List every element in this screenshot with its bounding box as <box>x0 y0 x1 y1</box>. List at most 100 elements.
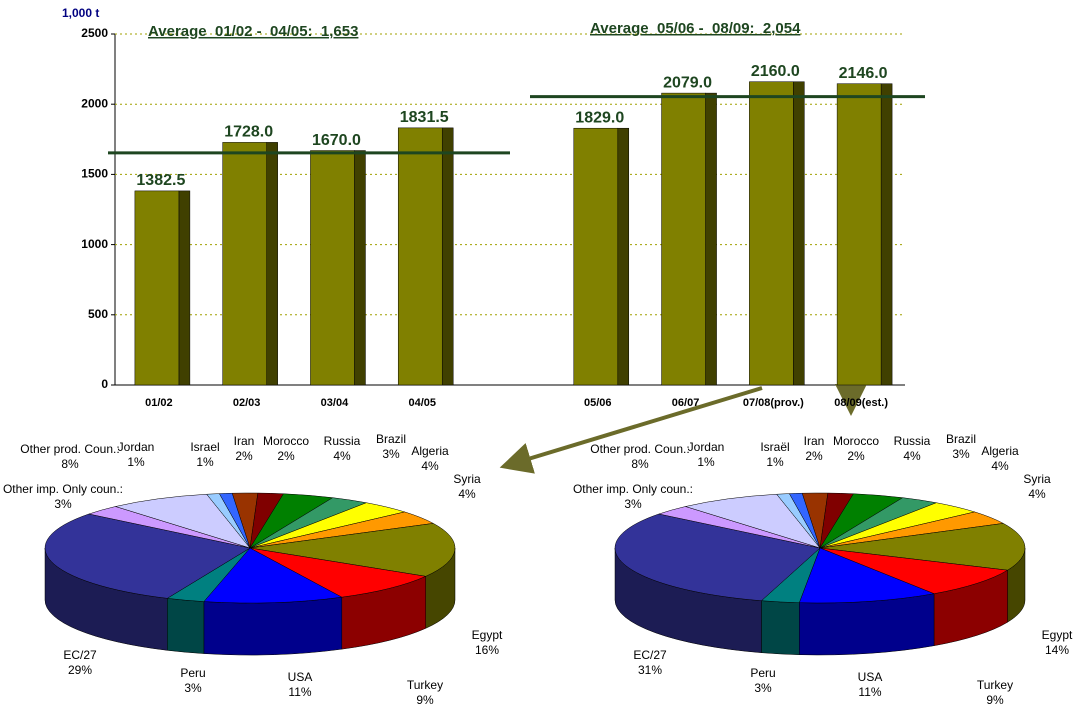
slice-value-label: 9% <box>416 693 434 704</box>
slice-value-label: 2% <box>805 449 823 463</box>
slice-label: Algeria <box>411 444 449 458</box>
slice-value-label: 9% <box>986 693 1004 704</box>
pie-slice <box>798 547 935 604</box>
slice-value-label: 1% <box>196 455 214 469</box>
pie-slice <box>249 547 427 598</box>
slice-label: Egypt <box>1042 628 1073 642</box>
slice-value-label: 3% <box>54 497 72 511</box>
pie-slice <box>114 493 251 549</box>
slice-label: Other prod. Coun.: <box>590 442 689 456</box>
slice-label: Turkey <box>407 678 443 692</box>
pie-slice <box>44 513 251 599</box>
slice-label: Brazil <box>376 432 406 446</box>
slice-value-label: 29% <box>68 663 92 677</box>
bar-side <box>617 127 630 386</box>
bar-side <box>178 190 191 386</box>
x-tick-label: 02/03 <box>233 397 261 409</box>
bar <box>836 83 882 386</box>
bar <box>134 190 180 386</box>
bar-side <box>354 150 366 386</box>
slice-value-label: 3% <box>952 447 970 461</box>
x-tick-label: 05/06 <box>584 397 612 409</box>
x-tick-label: 04/05 <box>408 397 436 409</box>
slice-value-label: 1% <box>766 455 784 469</box>
slice-label: Morocco <box>263 434 309 448</box>
x-tick-label: 07/08(prov.) <box>743 397 804 409</box>
slice-label: USA <box>288 670 313 684</box>
slice-label: Jordan <box>118 440 155 454</box>
y-tick-label: 1500 <box>81 167 108 181</box>
slice-label: Israel <box>190 440 219 454</box>
data-label: 1382.5 <box>136 172 185 189</box>
data-label: 2146.0 <box>839 65 888 82</box>
bar <box>397 127 443 386</box>
y-tick-label: 1000 <box>81 237 108 251</box>
y-axis-unit: 1,000 t <box>62 6 99 20</box>
slice-label: Other prod. Coun.: <box>20 442 119 456</box>
slice-value-label: 4% <box>458 487 476 501</box>
y-tick-label: 2000 <box>81 96 108 110</box>
y-tick-label: 2500 <box>81 26 108 40</box>
slice-label: USA <box>858 670 883 684</box>
slice-value-label: 16% <box>475 643 499 657</box>
slice-value-label: 4% <box>333 449 351 463</box>
slice-label: Turkey <box>977 678 1013 692</box>
slice-label: Russia <box>894 434 931 448</box>
slice-label: Algeria <box>981 444 1019 458</box>
bar <box>573 127 619 386</box>
slice-value-label: 14% <box>1045 643 1069 657</box>
slice-value-label: 3% <box>754 681 772 695</box>
slice-label: EC/27 <box>633 648 667 662</box>
data-label: 2160.0 <box>751 63 800 80</box>
pie-side <box>167 598 205 654</box>
x-tick-label: 01/02 <box>145 397 173 409</box>
pie-slice <box>218 492 251 549</box>
bar-side <box>705 92 717 386</box>
arrow <box>499 386 763 474</box>
slice-value-label: 8% <box>61 457 79 471</box>
slice-value-label: 31% <box>638 663 662 677</box>
data-label: 1829.0 <box>575 109 624 126</box>
slice-value-label: 3% <box>624 497 642 511</box>
slice-label: EC/27 <box>63 648 97 662</box>
pie-slice <box>788 492 821 549</box>
slice-value-label: 8% <box>631 457 649 471</box>
bar-side <box>266 142 278 386</box>
slice-value-label: 4% <box>991 459 1009 473</box>
slice-value-label: 2% <box>277 449 295 463</box>
pie-slice <box>249 523 456 577</box>
slice-label: Israël <box>760 440 789 454</box>
slice-label: Syria <box>453 472 481 486</box>
slice-label: Syria <box>1023 472 1051 486</box>
slice-label: Jordan <box>688 440 725 454</box>
slice-label: Other imp. Only coun.: <box>3 482 123 496</box>
bar-side <box>793 81 805 386</box>
slice-value-label: 11% <box>858 685 881 699</box>
slice-value-label: 4% <box>903 449 921 463</box>
slice-value-label: 2% <box>235 449 253 463</box>
bar-side <box>441 127 454 386</box>
slice-label: Morocco <box>833 434 879 448</box>
y-tick-label: 0 <box>101 377 108 391</box>
pie-slice <box>684 493 821 549</box>
average-label: Average 01/02 - 04/05: 1,653 <box>148 23 358 40</box>
pie-slice <box>819 547 1009 594</box>
slice-value-label: 3% <box>184 681 202 695</box>
slice-label: Peru <box>750 666 775 680</box>
slice-label: Egypt <box>472 628 503 642</box>
bar <box>310 150 355 386</box>
bar <box>222 142 267 386</box>
slice-label: Russia <box>324 434 361 448</box>
slice-value-label: 1% <box>697 455 715 469</box>
pie-slice <box>614 513 821 601</box>
slice-label: Brazil <box>946 432 976 446</box>
data-label: 2079.0 <box>663 74 712 91</box>
slice-value-label: 3% <box>382 447 400 461</box>
slice-value-label: 2% <box>847 449 865 463</box>
slice-value-label: 11% <box>288 685 311 699</box>
slice-label: Iran <box>234 434 255 448</box>
slice-value-label: 4% <box>1028 487 1046 501</box>
x-tick-label: 06/07 <box>672 397 700 409</box>
x-tick-label: 08/09(est.) <box>834 397 888 409</box>
